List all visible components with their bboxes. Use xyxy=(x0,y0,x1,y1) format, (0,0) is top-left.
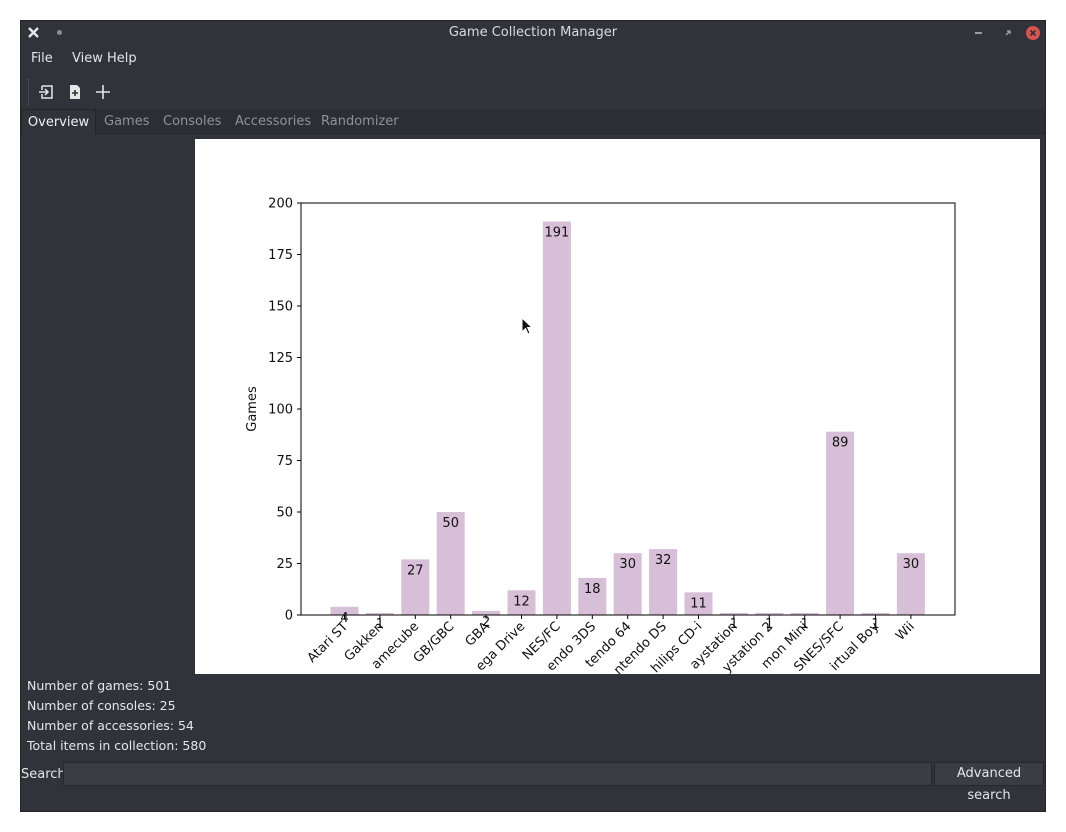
y-tick-label: 175 xyxy=(268,248,293,263)
app-window: Game Collection Manager File View Help O xyxy=(20,20,1046,812)
chart-bar xyxy=(401,559,430,615)
menu-help[interactable]: Help xyxy=(107,51,137,66)
x-tick-label: Wii xyxy=(893,619,918,644)
import-icon[interactable] xyxy=(37,82,57,102)
y-tick-label: 100 xyxy=(268,403,293,418)
chart-bar xyxy=(613,553,642,615)
menu-bar: File View Help xyxy=(21,46,1045,72)
chart-bar xyxy=(365,612,394,615)
minimize-icon[interactable] xyxy=(975,32,982,34)
chart-bar xyxy=(507,590,536,615)
new-document-icon[interactable] xyxy=(65,82,85,102)
stat-accessories: Number of accessories: 54 xyxy=(27,718,194,733)
chart-data-label: 50 xyxy=(442,516,459,531)
chart-bar xyxy=(330,606,359,615)
chart-data-label: 191 xyxy=(544,226,569,241)
tab-bar: Overview Games Consoles Accessories Rand… xyxy=(21,109,1045,134)
stat-games: Number of games: 501 xyxy=(27,678,172,693)
chart-data-label: 1 xyxy=(376,617,384,632)
search-label: Search xyxy=(21,767,66,782)
y-tick-label: 150 xyxy=(268,300,293,315)
tab-consoles[interactable]: Consoles xyxy=(163,114,222,129)
chart-panel: 4 1 27 50 2 12 191 18 30 32 11 1 1 1 89 1 30 0 25 50 75 100 12… xyxy=(195,139,1040,674)
tab-overview[interactable]: Overview xyxy=(21,109,96,134)
chart-bar xyxy=(861,612,890,615)
chart-data-label: 1 xyxy=(801,617,809,632)
chart-data-label: 30 xyxy=(903,557,920,572)
y-tick-label: 75 xyxy=(276,454,293,469)
window-title: Game Collection Manager xyxy=(448,25,618,40)
chart-bar xyxy=(790,612,819,615)
search-input[interactable] xyxy=(63,762,932,786)
chart-data-label: 89 xyxy=(832,436,849,451)
title-bar: Game Collection Manager xyxy=(21,21,1045,45)
chart-bar xyxy=(542,221,571,615)
x-tick-label: Atari ST xyxy=(305,619,352,666)
chart-bar xyxy=(472,610,501,615)
search-bar: Search Advanced search xyxy=(21,761,1045,803)
y-tick-label: 125 xyxy=(268,351,293,366)
tab-accessories[interactable]: Accessories xyxy=(235,114,312,129)
chart-data-label: 18 xyxy=(584,582,601,597)
stat-total: Total items in collection: 580 xyxy=(27,738,207,753)
chart-data-label: 30 xyxy=(619,557,636,572)
chart-data-label: 1 xyxy=(730,617,738,632)
tab-games[interactable]: Games xyxy=(104,114,150,129)
chart-data-label: 27 xyxy=(407,563,424,578)
chart-bar xyxy=(896,553,925,615)
close-icon[interactable] xyxy=(1026,26,1040,40)
advanced-search-button[interactable]: Advanced search xyxy=(934,762,1044,803)
chart-data-label: 1 xyxy=(765,617,773,632)
chart-bar xyxy=(649,549,678,615)
chart-data-label: 1 xyxy=(871,617,879,632)
y-tick-label: 25 xyxy=(276,557,293,572)
overview-content: 4 1 27 50 2 12 191 18 30 32 11 1 1 1 89 1 30 0 25 50 75 100 12… xyxy=(21,135,1045,675)
chart-data-label: 2 xyxy=(482,615,490,630)
chart-bar xyxy=(684,592,713,615)
menu-file[interactable]: File xyxy=(31,51,53,66)
chart-bar xyxy=(719,612,748,615)
chart-bar xyxy=(755,612,784,615)
chart-data-label: 11 xyxy=(690,596,707,611)
y-tick-label: 200 xyxy=(268,197,293,212)
collection-stats: Number of games: 501 Number of consoles:… xyxy=(27,679,206,759)
chart-bar xyxy=(578,577,607,615)
chart-bar xyxy=(826,431,855,615)
y-tick-label: 50 xyxy=(276,506,293,521)
maximize-icon[interactable] xyxy=(1001,26,1015,40)
chart-data-label: 32 xyxy=(655,553,672,568)
chart-bar xyxy=(436,512,465,615)
tab-randomizer[interactable]: Randomizer xyxy=(321,114,399,129)
y-axis-label: Games xyxy=(245,386,260,432)
add-icon[interactable] xyxy=(93,82,113,102)
toolbar xyxy=(21,76,1045,108)
menu-view[interactable]: View xyxy=(72,51,103,66)
toolbar-grip[interactable] xyxy=(28,79,30,105)
chart-data-label: 12 xyxy=(513,594,530,609)
pin-icon[interactable] xyxy=(57,30,62,35)
y-tick-label: 0 xyxy=(285,609,293,624)
stat-consoles: Number of consoles: 25 xyxy=(27,698,176,713)
app-close-icon[interactable] xyxy=(26,25,41,40)
mouse-cursor-icon xyxy=(521,317,534,335)
